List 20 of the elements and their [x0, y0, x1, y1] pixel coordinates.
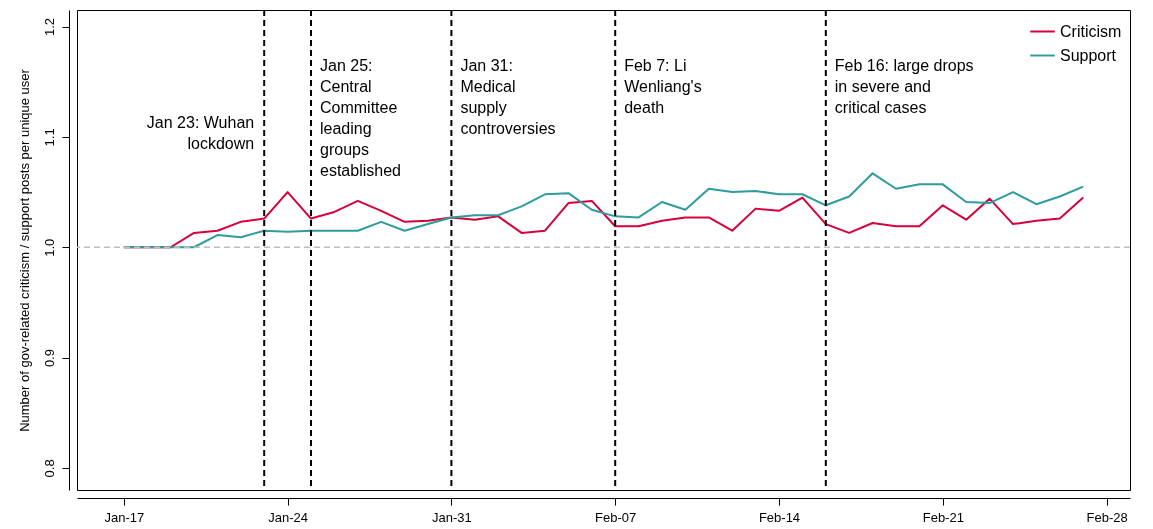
y-axis-title: Number of gov-related criticism / support posts per unique user	[16, 68, 32, 432]
ref-line-label: Feb 7: Li Wenliang's death	[624, 57, 702, 116]
y-tick-label: 1.1	[41, 128, 57, 147]
ref-line-label: Jan 23: Wuhan lockdown	[146, 114, 255, 152]
legend-label: Support	[1060, 46, 1117, 64]
y-tick-label: 0.8	[41, 459, 57, 478]
x-tick-label: Jan-24	[268, 509, 308, 525]
y-tick-label: 0.9	[41, 349, 57, 368]
y-tick-label: 1.0	[41, 238, 57, 257]
x-tick-label: Jan-31	[432, 509, 472, 525]
x-tick-label: Feb-14	[758, 509, 801, 525]
ref-line-label: Feb 16: large drops in severe and critical cases	[834, 57, 974, 116]
x-tick-label: Feb-07	[595, 509, 637, 525]
x-tick-label: Feb-28	[1086, 509, 1128, 525]
x-tick-label: Jan-17	[104, 509, 145, 525]
x-tick-label: Feb-21	[922, 509, 964, 525]
ref-line-label: Jan 31: Medical supply controversies	[460, 57, 556, 137]
ref-line-label: Jan 25: Central Committee leading groups established	[320, 57, 401, 179]
y-tick-label: 1.2	[41, 18, 57, 37]
legend-label: Criticism	[1060, 22, 1122, 40]
